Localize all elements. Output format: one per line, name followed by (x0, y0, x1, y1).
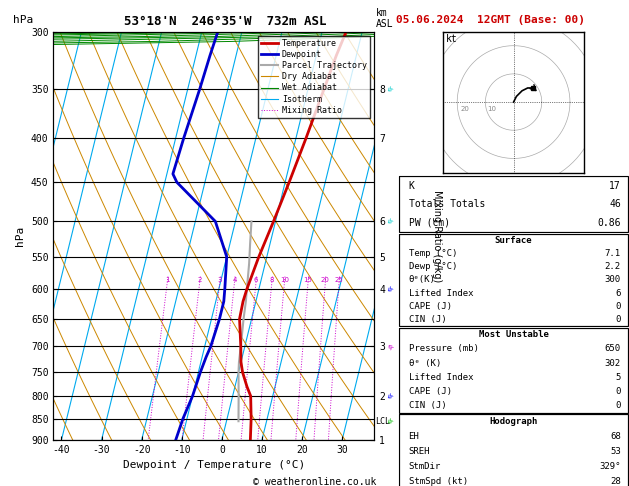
Text: 2: 2 (198, 277, 202, 283)
Text: kt: kt (446, 35, 458, 44)
Text: 6: 6 (253, 277, 259, 283)
Text: 0.86: 0.86 (598, 218, 621, 228)
Text: θᵉ(K): θᵉ(K) (409, 276, 435, 284)
Text: 7.1: 7.1 (604, 249, 621, 258)
Text: 2.2: 2.2 (604, 262, 621, 271)
Text: 0: 0 (616, 302, 621, 311)
Text: θᵉ (K): θᵉ (K) (409, 359, 441, 367)
Text: «: « (384, 283, 396, 295)
Text: «: « (384, 215, 396, 227)
Text: 8: 8 (270, 277, 274, 283)
Text: km
ASL: km ASL (376, 8, 393, 29)
Text: 1: 1 (165, 277, 169, 283)
Text: «: « (384, 390, 396, 402)
Text: 25: 25 (335, 277, 343, 283)
Text: 4: 4 (232, 277, 237, 283)
Text: «: « (384, 341, 396, 352)
Text: 5: 5 (616, 373, 621, 382)
Text: StmSpd (kt): StmSpd (kt) (409, 477, 468, 486)
Text: 28: 28 (610, 477, 621, 486)
Text: CAPE (J): CAPE (J) (409, 387, 452, 396)
Text: 68: 68 (610, 432, 621, 441)
Legend: Temperature, Dewpoint, Parcel Trajectory, Dry Adiabat, Wet Adiabat, Isotherm, Mi: Temperature, Dewpoint, Parcel Trajectory… (258, 36, 370, 118)
Text: 53°18'N  246°35'W  732m ASL: 53°18'N 246°35'W 732m ASL (124, 15, 326, 28)
Text: hPa: hPa (13, 15, 33, 25)
Text: Temp (°C): Temp (°C) (409, 249, 457, 258)
Text: 300: 300 (604, 276, 621, 284)
Text: «: « (384, 415, 396, 427)
Text: PW (cm): PW (cm) (409, 218, 450, 228)
X-axis label: Dewpoint / Temperature (°C): Dewpoint / Temperature (°C) (123, 460, 305, 470)
Text: Mixing Ratio (g/kg): Mixing Ratio (g/kg) (432, 190, 442, 282)
Text: 17: 17 (609, 181, 621, 191)
Text: Lifted Index: Lifted Index (409, 373, 473, 382)
Text: 329°: 329° (599, 462, 621, 471)
Text: Lifted Index: Lifted Index (409, 289, 473, 297)
Text: Pressure (mb): Pressure (mb) (409, 344, 479, 353)
Text: 0: 0 (616, 315, 621, 324)
Text: K: K (409, 181, 415, 191)
Text: StmDir: StmDir (409, 462, 441, 471)
Text: CIN (J): CIN (J) (409, 401, 446, 410)
Text: 15: 15 (304, 277, 313, 283)
Text: 53: 53 (610, 447, 621, 456)
Text: «: « (384, 83, 396, 95)
Text: 20: 20 (460, 106, 469, 112)
Text: 05.06.2024  12GMT (Base: 00): 05.06.2024 12GMT (Base: 00) (396, 15, 585, 25)
Text: CIN (J): CIN (J) (409, 315, 446, 324)
Text: 20: 20 (321, 277, 330, 283)
Text: 650: 650 (604, 344, 621, 353)
Text: 3: 3 (218, 277, 222, 283)
Text: Most Unstable: Most Unstable (479, 330, 548, 339)
Text: EH: EH (409, 432, 420, 441)
Text: Dewp (°C): Dewp (°C) (409, 262, 457, 271)
Text: Hodograph: Hodograph (489, 417, 538, 426)
Y-axis label: hPa: hPa (16, 226, 25, 246)
Text: CAPE (J): CAPE (J) (409, 302, 452, 311)
Text: 6: 6 (616, 289, 621, 297)
Text: 10: 10 (280, 277, 289, 283)
Text: 0: 0 (616, 387, 621, 396)
Text: © weatheronline.co.uk: © weatheronline.co.uk (253, 477, 376, 486)
Text: Surface: Surface (495, 236, 532, 245)
Text: 0: 0 (616, 401, 621, 410)
Text: 46: 46 (609, 199, 621, 209)
Text: 302: 302 (604, 359, 621, 367)
Text: SREH: SREH (409, 447, 430, 456)
Text: LCL: LCL (375, 417, 390, 426)
Text: 10: 10 (487, 106, 496, 112)
Text: Totals Totals: Totals Totals (409, 199, 485, 209)
